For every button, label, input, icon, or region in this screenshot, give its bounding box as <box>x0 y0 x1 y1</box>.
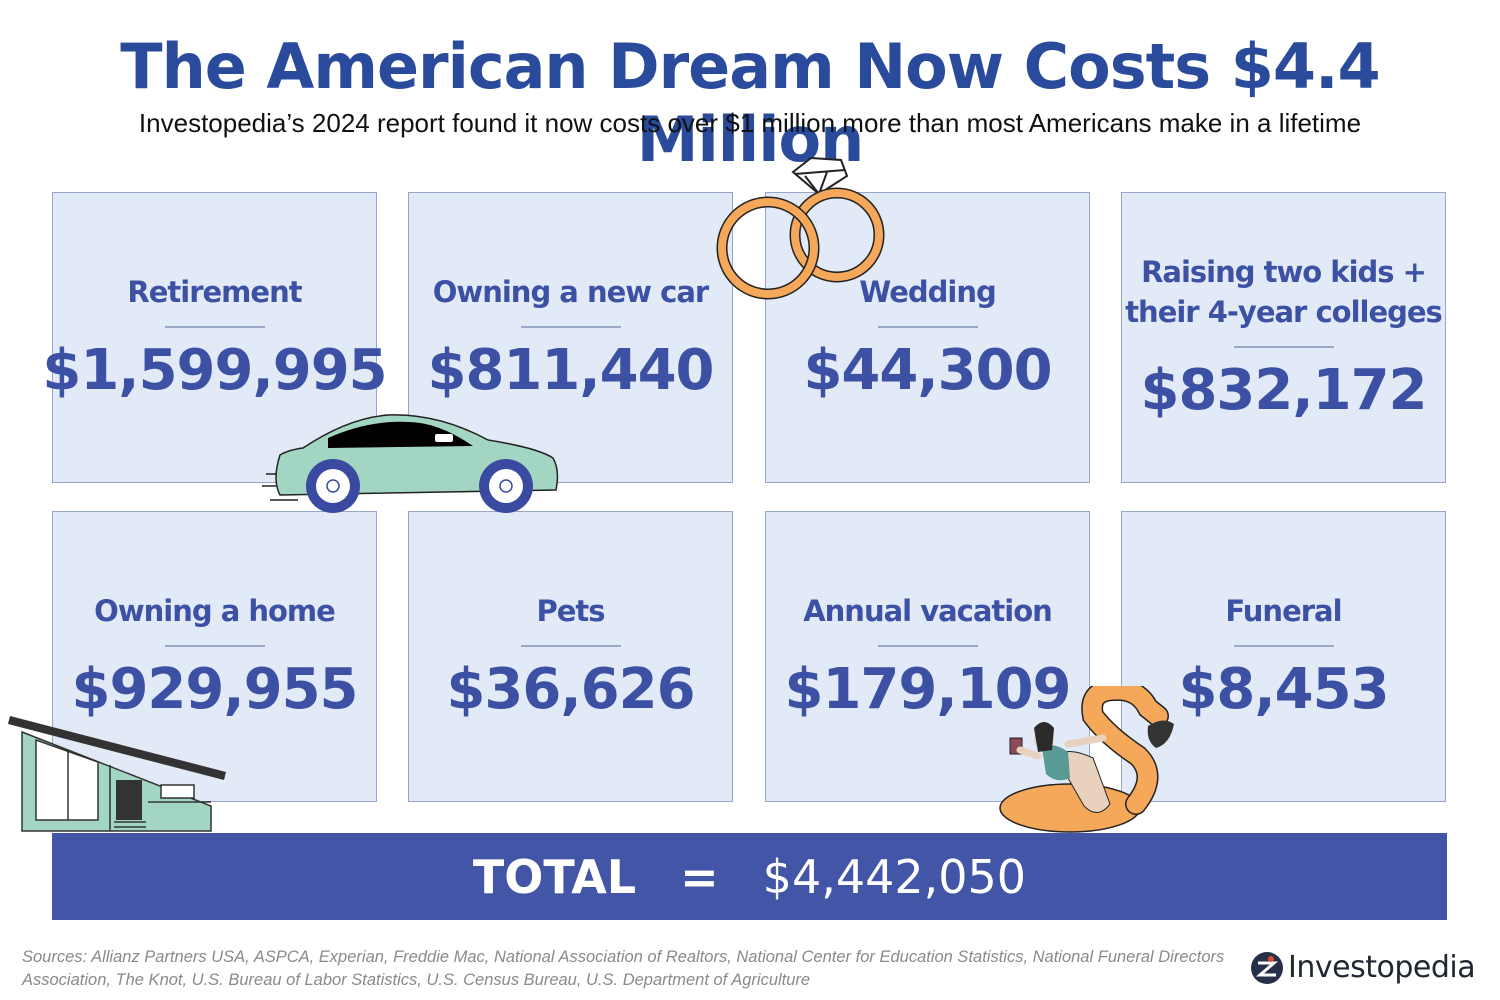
card-funeral: Funeral $8,453 <box>1121 511 1446 802</box>
card-label: Owning a home <box>94 594 336 628</box>
card-label: Owning a new car <box>432 275 709 309</box>
total-label: TOTAL <box>472 849 637 904</box>
card-value: $1,599,995 <box>42 338 387 403</box>
divider <box>520 326 621 328</box>
total-value: $4,442,050 <box>762 849 1027 904</box>
sources-text: Sources: Allianz Partners USA, ASPCA, Ex… <box>22 948 1225 989</box>
divider <box>520 645 621 647</box>
flamingo-float-icon <box>999 686 1174 833</box>
card-label: Annual vacation <box>803 594 1053 628</box>
card-value: $929,955 <box>71 657 358 722</box>
card-value: $8,453 <box>1178 657 1389 722</box>
card-label-line2: their 4-year colleges <box>1125 295 1443 329</box>
card-value: $832,172 <box>1140 358 1427 423</box>
card-label: Pets <box>536 594 605 628</box>
divider <box>1233 645 1334 647</box>
brand-name: Investopedia <box>1288 950 1476 985</box>
house-icon <box>8 716 226 832</box>
card-value: $36,626 <box>446 657 695 722</box>
page-title: The American Dream Now Costs $4.4 Millio… <box>120 30 1380 176</box>
card-label: Raising two kids + <box>1141 255 1427 289</box>
wedding-rings-icon <box>716 156 885 300</box>
car-icon <box>262 414 559 513</box>
card-label: Funeral <box>1225 594 1342 628</box>
card-value: $44,300 <box>803 338 1052 403</box>
divider <box>164 326 265 328</box>
divider <box>1233 346 1334 348</box>
card-retirement: Retirement $1,599,995 <box>42 192 388 483</box>
divider <box>164 645 265 647</box>
card-pets: Pets $36,626 <box>408 511 733 802</box>
card-value: $179,109 <box>784 657 1071 722</box>
card-label: Wedding <box>859 275 996 309</box>
card-label: Retirement <box>127 275 302 309</box>
divider <box>877 326 978 328</box>
investopedia-logo-icon <box>1251 951 1283 984</box>
page-subtitle: Investopedia’s 2024 report found it now … <box>138 108 1362 138</box>
investopedia-logo: Investopedia <box>1250 950 1476 985</box>
equals-sign: = <box>680 849 719 904</box>
divider <box>877 645 978 647</box>
card-value: $811,440 <box>427 338 714 403</box>
card-wedding: Wedding $44,300 <box>765 192 1090 483</box>
total-bar: TOTAL = $4,442,050 <box>52 833 1447 920</box>
card-home: Owning a home $929,955 <box>52 511 377 802</box>
card-raising-kids: Raising two kids + their 4-year colleges… <box>1121 192 1446 483</box>
